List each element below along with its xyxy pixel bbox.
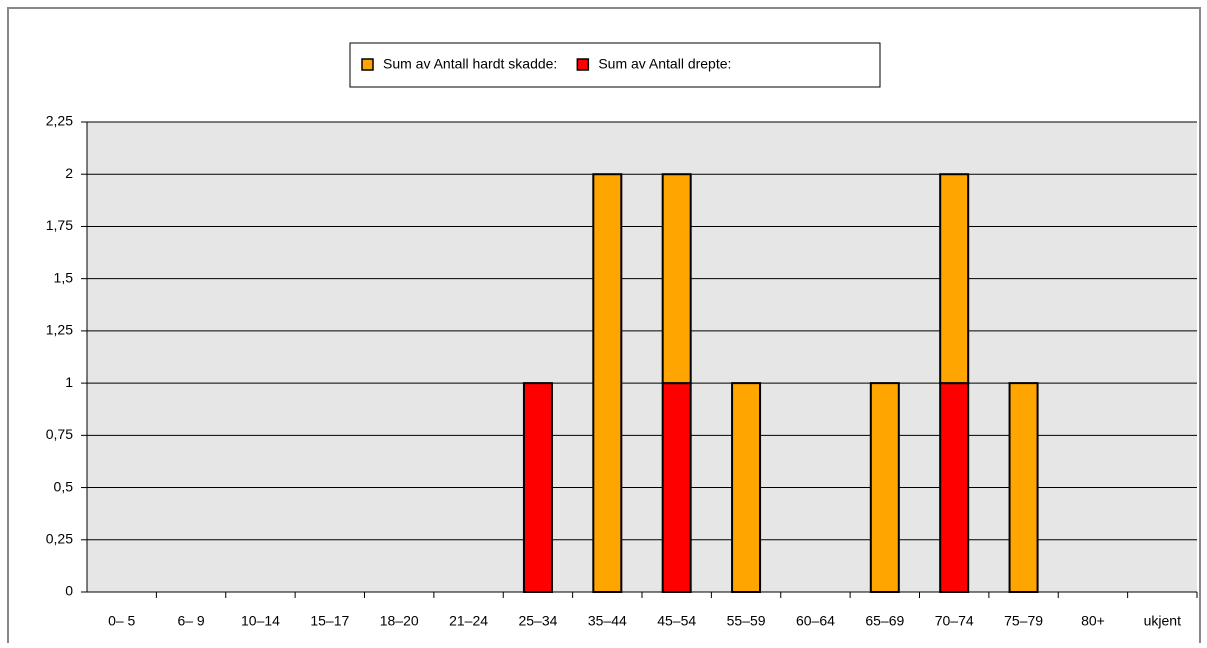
x-tick-label: 6– 9 <box>177 613 204 629</box>
x-tick-label: 15–17 <box>310 613 349 629</box>
y-tick-label: 1 <box>65 374 73 390</box>
x-tick-label: 21–24 <box>449 613 488 629</box>
bar <box>939 173 970 385</box>
y-tick-label: 2 <box>65 165 73 181</box>
y-tick-label: 0,25 <box>46 530 73 546</box>
legend-label: Sum av Antall hardt skadde: <box>383 56 557 72</box>
y-tick-label: 0,5 <box>54 478 74 494</box>
y-tick-label: 1,25 <box>46 322 73 338</box>
legend <box>349 42 881 88</box>
bar <box>522 382 553 593</box>
y-tick-label: 1,5 <box>54 269 74 285</box>
legend-swatch <box>361 58 374 71</box>
x-tick-label: 70–74 <box>935 613 974 629</box>
y-tick-label: 1,75 <box>46 217 73 233</box>
y-tick-label: 0,75 <box>46 426 73 442</box>
legend-label: Sum av Antall drepte: <box>598 56 731 72</box>
x-tick-label: 45–54 <box>657 613 696 629</box>
x-tick-label: 35–44 <box>588 613 627 629</box>
bar <box>592 173 623 593</box>
x-tick-label: 55–59 <box>727 613 766 629</box>
x-tick-label: ukjent <box>1144 613 1181 629</box>
x-tick-label: 80+ <box>1081 613 1105 629</box>
bar <box>869 382 900 593</box>
y-tick-label: 2,25 <box>46 113 73 129</box>
bar <box>661 173 692 385</box>
bar <box>731 382 762 593</box>
x-tick-label: 0– 5 <box>108 613 135 629</box>
bar <box>1008 382 1039 593</box>
x-tick-label: 65–69 <box>865 613 904 629</box>
x-tick-label: 25–34 <box>518 613 557 629</box>
bar <box>661 382 692 593</box>
y-tick-label: 0 <box>65 583 73 599</box>
bar <box>939 382 970 593</box>
x-tick-label: 60–64 <box>796 613 835 629</box>
legend-swatch <box>576 58 590 71</box>
x-tick-label: 18–20 <box>380 613 419 629</box>
x-tick-label: 75–79 <box>1004 613 1043 629</box>
x-tick-label: 10–14 <box>241 613 280 629</box>
